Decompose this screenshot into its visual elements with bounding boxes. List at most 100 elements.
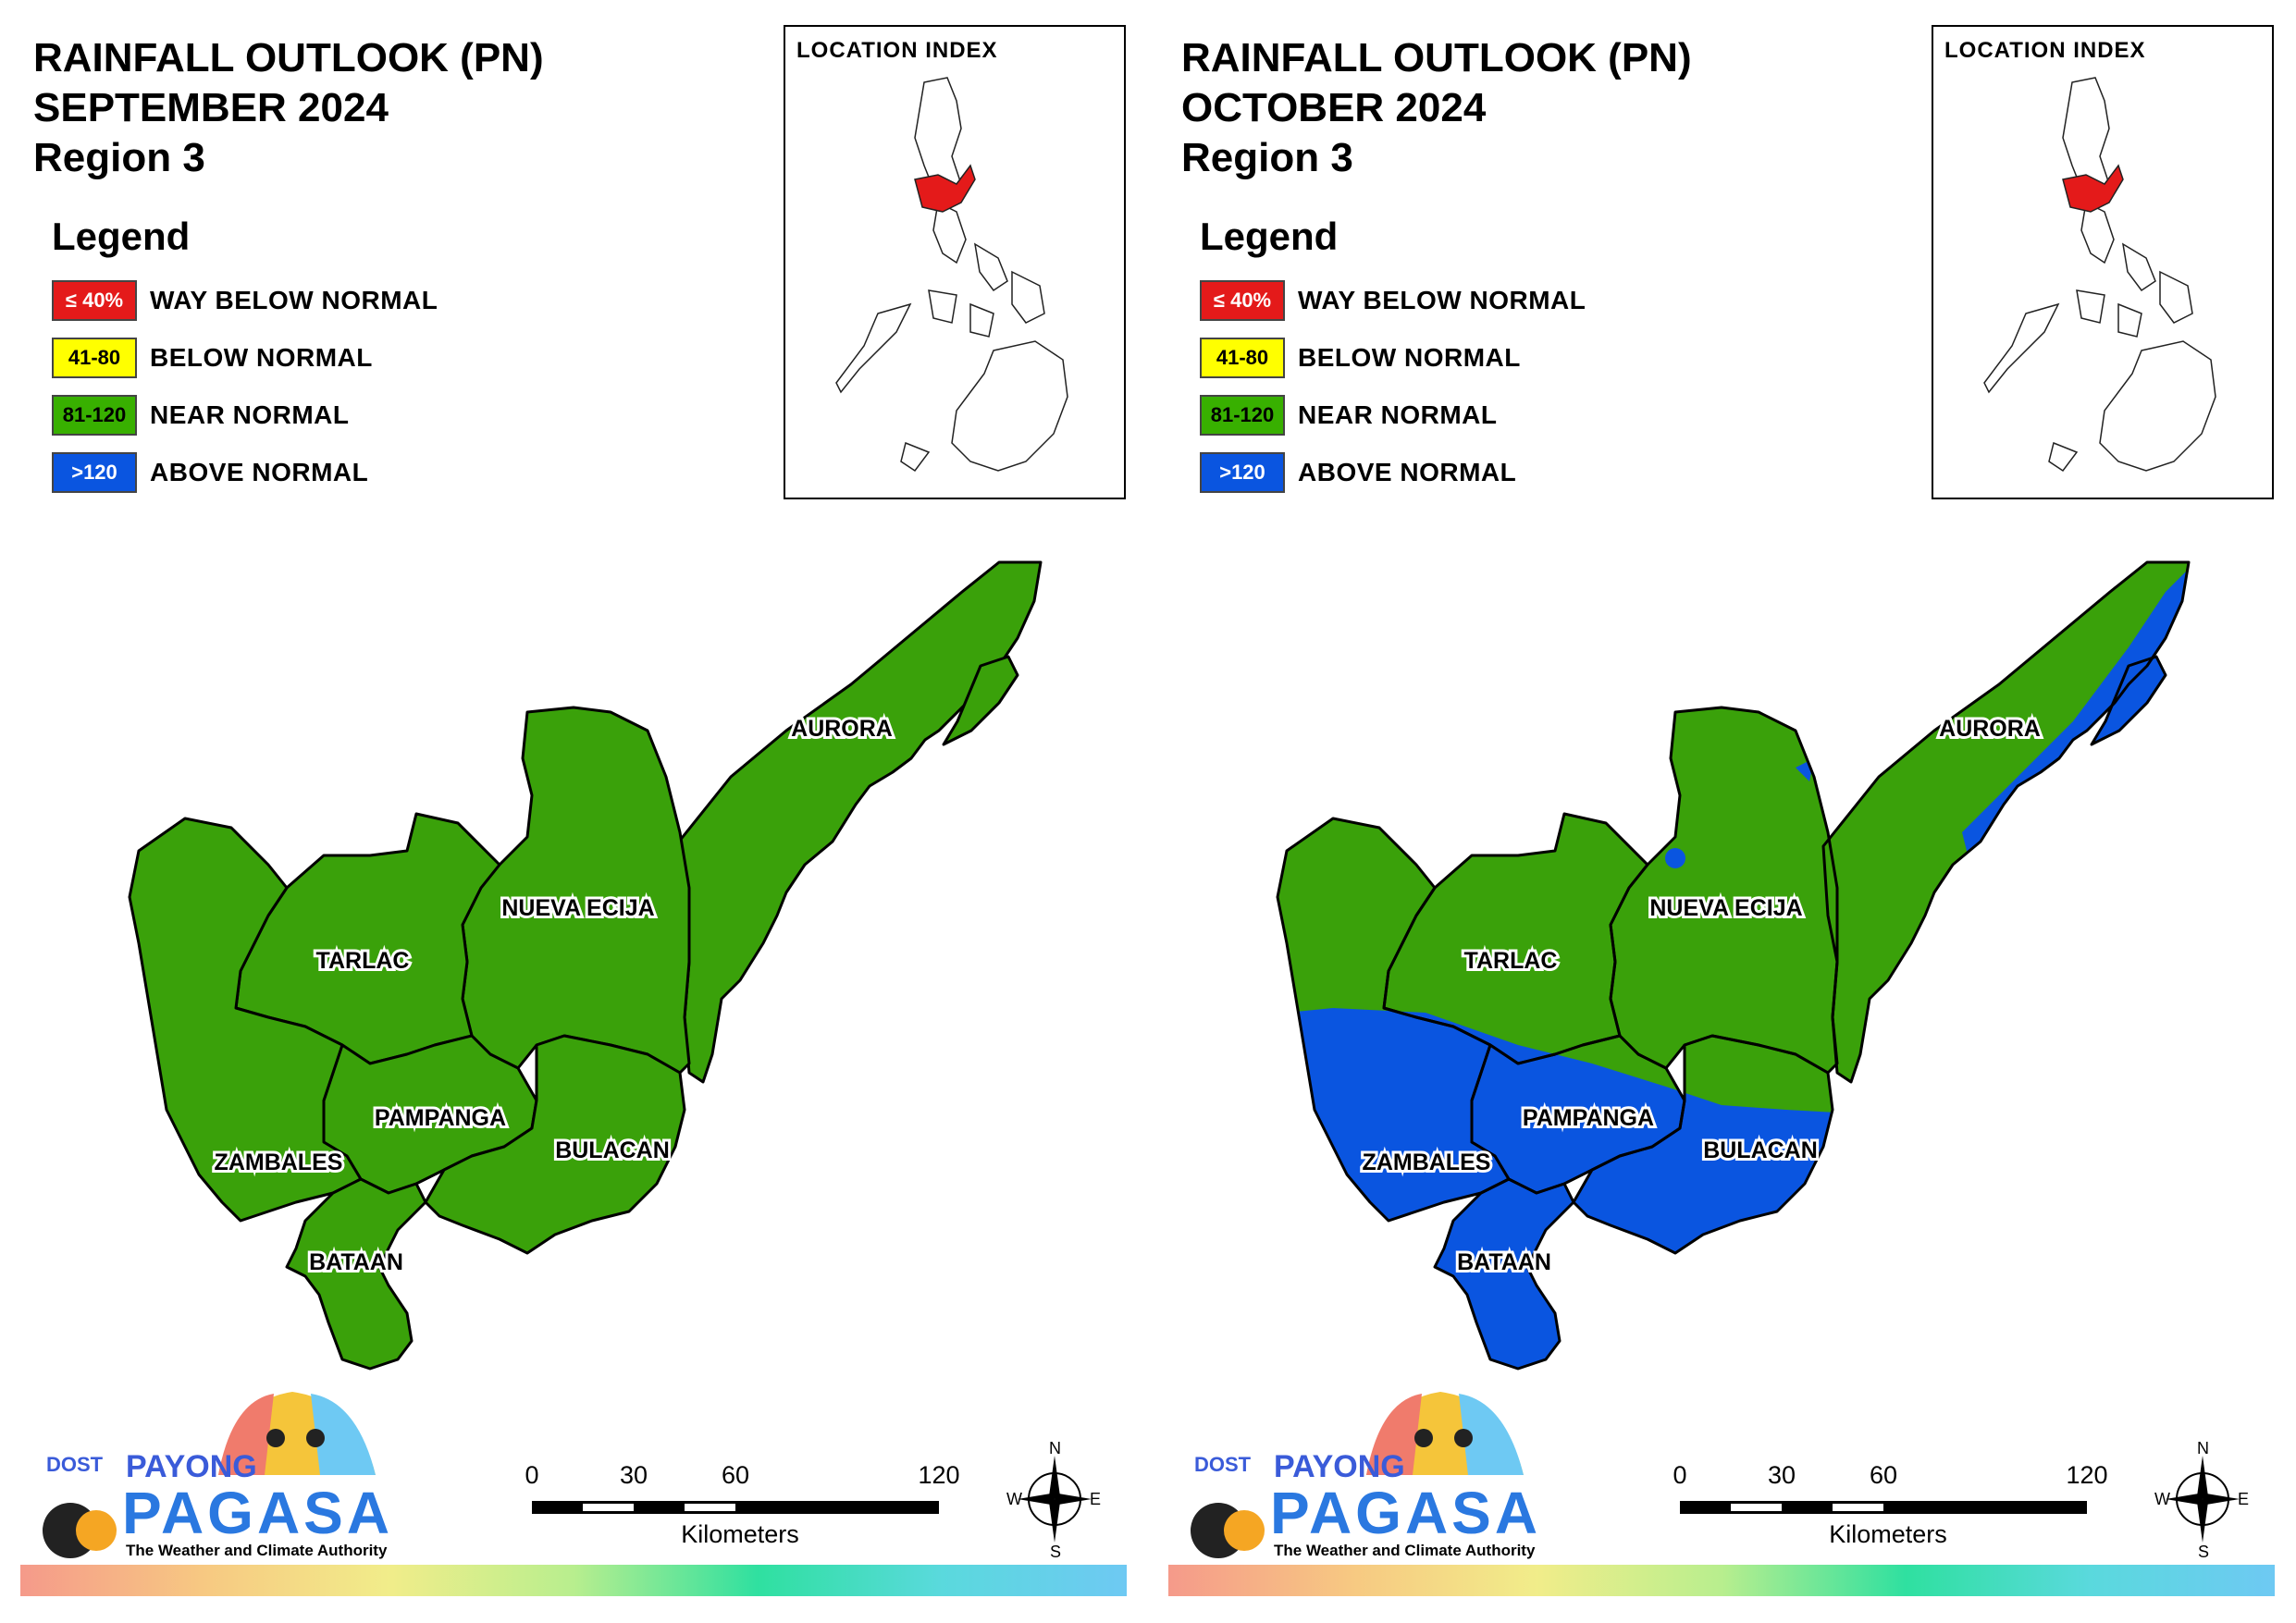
legend-item-way-below: ≤ 40% WAY BELOW NORMAL (52, 279, 438, 322)
legend-item-near: 81-120 NEAR NORMAL (52, 394, 438, 436)
scale-tick-60: 60 (1869, 1461, 1898, 1489)
legend-item-below: 41-80 BELOW NORMAL (52, 337, 438, 379)
title-line-1: RAINFALL OUTLOOK (PN) (33, 35, 544, 80)
legend-label: NEAR NORMAL (150, 400, 350, 429)
legend-swatch: 41-80 (52, 338, 137, 378)
logo-pagasa: PAGASA (122, 1480, 394, 1546)
province-nueva-ecija (461, 706, 691, 1075)
philippines-outline-icon (1983, 77, 2216, 473)
legend-label: ABOVE NORMAL (150, 458, 369, 486)
label-pampanga: PAMPANGA (375, 1105, 506, 1131)
logo-tagline: The Weather and Climate Authority (126, 1542, 388, 1559)
legend-label: NEAR NORMAL (1298, 400, 1498, 429)
scale-bar: 0 30 60 120 Kilometers (518, 1461, 962, 1563)
location-index-title: LOCATION INDEX (796, 38, 998, 63)
legend-swatch: 81-120 (1200, 395, 1285, 436)
label-nueva-ecija: NUEVA ECIJA (1649, 895, 1802, 921)
legend-swatch: 81-120 (52, 395, 137, 436)
footer-gradient-bar (1168, 1565, 2275, 1596)
scale-bar: 0 30 60 120 Kilometers (1666, 1461, 2110, 1563)
compass-icon (1018, 1456, 1092, 1543)
label-aurora: AURORA (791, 716, 893, 742)
legend-label: WAY BELOW NORMAL (150, 286, 438, 314)
logo-tagline: The Weather and Climate Authority (1274, 1542, 1536, 1559)
compass-e: E (2238, 1490, 2250, 1508)
scale-tick-60: 60 (721, 1461, 750, 1489)
label-pampanga: PAMPANGA (1523, 1105, 1654, 1131)
compass-e: E (1090, 1490, 1102, 1508)
map-title: RAINFALL OUTLOOK (PN) OCTOBER 2024 Regio… (1181, 33, 1692, 183)
region3-highlight (2062, 164, 2124, 213)
region3-map: AURORA NUEVA ECIJA TARLAC PAMPANGA BULAC… (128, 560, 1043, 1371)
title-line-2: OCTOBER 2024 (1181, 85, 1487, 130)
compass-s: S (2198, 1543, 2210, 1561)
legend-label: ABOVE NORMAL (1298, 458, 1517, 486)
scale-tick-120: 120 (918, 1461, 960, 1489)
scale-unit: Kilometers (681, 1520, 799, 1548)
scale-tick-0: 0 (1673, 1461, 1687, 1489)
title-line-3: Region 3 (1181, 135, 1353, 180)
legend-heading: Legend (52, 215, 191, 258)
province-aurora (673, 560, 1043, 1084)
label-nueva-ecija: NUEVA ECIJA (501, 895, 654, 921)
legend-label: WAY BELOW NORMAL (1298, 286, 1586, 314)
legend: Legend ≤ 40% WAY BELOW NORMAL 41-80 BELO… (52, 215, 438, 509)
location-index: LOCATION INDEX (1932, 25, 2274, 499)
location-index: LOCATION INDEX (784, 25, 1126, 499)
title-line-1: RAINFALL OUTLOOK (PN) (1181, 35, 1692, 80)
pagasa-logo: DOST PAYONG PAGASA The Weather and Clima… (1181, 1392, 1551, 1568)
title-line-2: SEPTEMBER 2024 (33, 85, 389, 130)
label-aurora: AURORA (1939, 716, 2041, 742)
logo-dost: DOST (46, 1453, 104, 1476)
compass-rose: N S E W (2154, 1439, 2250, 1561)
logo-dost: DOST (1194, 1453, 1252, 1476)
logo-payong: PAYONG (126, 1449, 257, 1484)
philippines-outline-icon (835, 77, 1068, 473)
logo-payong: PAYONG (1274, 1449, 1405, 1484)
province-bataan (285, 1177, 427, 1371)
region3-map: AURORA NUEVA ECIJA TARLAC PAMPANGA BULAC… (1276, 560, 2191, 1371)
logo-pagasa: PAGASA (1270, 1480, 1542, 1546)
legend-heading: Legend (1200, 215, 1339, 258)
province-aurora-tail (942, 655, 1019, 746)
compass-w: W (1006, 1490, 1022, 1508)
label-tarlac: TARLAC (1464, 948, 1558, 974)
title-line-3: Region 3 (33, 135, 205, 180)
compass-n: N (1049, 1439, 1061, 1457)
pagasa-logo: DOST PAYONG PAGASA The Weather and Clima… (33, 1392, 403, 1568)
above-normal-spot (1665, 848, 1685, 868)
compass-icon (2166, 1456, 2240, 1543)
region3-highlight (914, 164, 976, 213)
label-bulacan: BULACAN (1703, 1137, 1818, 1163)
scale-graphic (1680, 1501, 2087, 1514)
legend: Legend ≤ 40% WAY BELOW NORMAL 41-80 BELO… (1200, 215, 1586, 509)
umbrella-icon (43, 1392, 376, 1558)
scale-tick-30: 30 (1767, 1461, 1796, 1489)
compass-rose: N S E W (1006, 1439, 1102, 1561)
compass-s: S (1050, 1543, 1062, 1561)
legend-swatch: >120 (52, 452, 137, 493)
scale-tick-30: 30 (619, 1461, 648, 1489)
label-zambales: ZAMBALES (215, 1150, 343, 1175)
legend-item-below: 41-80 BELOW NORMAL (1200, 337, 1586, 379)
label-bulacan: BULACAN (555, 1137, 670, 1163)
compass-w: W (2154, 1490, 2170, 1508)
label-bataan: BATAAN (309, 1249, 403, 1275)
map-title: RAINFALL OUTLOOK (PN) SEPTEMBER 2024 Reg… (33, 33, 544, 183)
scale-tick-0: 0 (525, 1461, 539, 1489)
label-zambales: ZAMBALES (1363, 1150, 1491, 1175)
umbrella-icon (1191, 1392, 1524, 1558)
province-bulacan (424, 1034, 686, 1255)
label-tarlac: TARLAC (316, 948, 410, 974)
location-index-title: LOCATION INDEX (1944, 38, 2146, 63)
legend-swatch: ≤ 40% (52, 280, 137, 321)
legend-swatch: >120 (1200, 452, 1285, 493)
legend-item-near: 81-120 NEAR NORMAL (1200, 394, 1586, 436)
legend-item-above: >120 ABOVE NORMAL (52, 451, 438, 494)
legend-swatch: ≤ 40% (1200, 280, 1285, 321)
legend-item-above: >120 ABOVE NORMAL (1200, 451, 1586, 494)
scale-graphic (532, 1501, 939, 1514)
footer-gradient-bar (20, 1565, 1127, 1596)
province-zambales (128, 817, 363, 1223)
panel-october: RAINFALL OUTLOOK (PN) OCTOBER 2024 Regio… (1148, 0, 2296, 1623)
